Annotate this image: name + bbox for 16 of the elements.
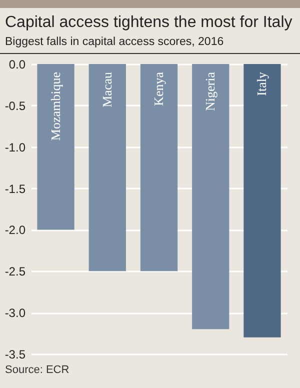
source-note: Source: ECR bbox=[4, 364, 70, 376]
y-tick-label: -2.5 bbox=[4, 264, 26, 279]
x-tick-label: Mozambique bbox=[48, 72, 63, 141]
chart-subtitle: Biggest falls in capital access scores, 2016 bbox=[0, 32, 300, 54]
y-tick-label: -2.0 bbox=[4, 223, 26, 238]
chart-title: Capital access tightens the most for Italy bbox=[4, 13, 294, 32]
y-tick-label: -3.0 bbox=[4, 306, 26, 320]
x-tick-label: Italy bbox=[254, 72, 270, 96]
y-tick-label: -1.0 bbox=[4, 140, 26, 154]
y-tick-label: -0.5 bbox=[4, 98, 26, 113]
x-tick-label: Macau bbox=[99, 72, 114, 108]
y-tick-label: 0.0 bbox=[8, 58, 26, 72]
x-tick-label: Kenya bbox=[151, 72, 166, 106]
y-tick-label: -1.5 bbox=[4, 182, 26, 196]
y-tick-label: -3.5 bbox=[4, 348, 26, 362]
x-tick-label: Nigeria bbox=[202, 72, 218, 111]
